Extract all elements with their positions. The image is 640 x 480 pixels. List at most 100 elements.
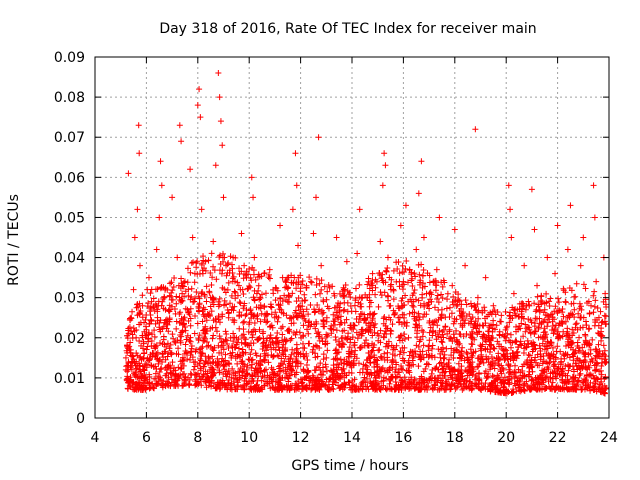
data-point [194,258,201,265]
data-point [136,338,143,345]
data-point [525,298,532,305]
data-point [225,367,232,374]
data-point [289,382,296,389]
data-point [496,355,503,362]
data-point [179,297,186,304]
data-point [135,122,142,129]
data-point [377,353,384,360]
data-point [587,387,594,394]
data-point [248,174,255,181]
data-point [196,301,203,308]
data-point [202,323,209,330]
data-point [322,363,329,370]
data-point [549,386,556,393]
data-point [142,316,149,323]
data-point [289,346,296,353]
data-point [450,331,457,338]
data-point [600,342,607,349]
data-point [554,343,561,350]
data-point [507,331,514,338]
data-point [216,367,223,374]
data-point [365,386,372,393]
data-point [409,302,416,309]
y-tick-label: 0.03 [54,291,85,307]
data-point [283,312,290,319]
data-point [395,314,402,321]
data-point [174,254,181,261]
data-point [426,342,433,349]
data-point [435,333,442,340]
data-point [143,311,150,318]
data-point [458,305,465,312]
data-point [272,284,279,291]
data-point [528,357,535,364]
data-point [396,337,403,344]
data-point [131,386,138,393]
data-point [576,372,583,379]
data-point [408,277,415,284]
data-point [583,322,590,329]
data-point [167,362,174,369]
data-point [246,342,253,349]
data-point [129,358,136,365]
data-point [591,362,598,369]
data-point [469,335,476,342]
data-point [377,289,384,296]
data-point [371,324,378,331]
data-point [555,295,562,302]
data-point [303,284,310,291]
data-point [334,312,341,319]
data-point [277,362,284,369]
data-point [598,337,605,344]
data-point [227,253,234,260]
data-point [498,312,505,319]
data-point [450,293,457,300]
data-point [223,331,230,338]
data-point [276,306,283,313]
data-point [346,379,353,386]
data-point [193,264,200,271]
data-point [367,360,374,367]
data-point [226,267,233,274]
data-point [254,369,261,376]
data-point [445,376,452,383]
data-point [541,306,548,313]
data-point [577,262,584,269]
data-point [377,327,384,334]
data-point [409,309,416,316]
data-point [424,379,431,386]
data-point [244,362,251,369]
data-point [386,366,393,373]
data-point [491,345,498,352]
data-point [446,335,453,342]
data-point [559,319,566,326]
data-point [363,337,370,344]
data-point [542,374,549,381]
data-point [534,386,541,393]
data-point [188,293,195,300]
data-point [171,306,178,313]
data-point [299,379,306,386]
data-point [351,342,358,349]
data-point [206,288,213,295]
data-point [521,387,528,394]
data-point [413,246,420,253]
data-point [304,357,311,364]
data-point [579,364,586,371]
data-point [583,341,590,348]
data-point [132,380,139,387]
data-point [133,334,140,341]
data-point [406,369,413,376]
data-point [241,385,248,392]
data-point [165,307,172,314]
data-point [292,307,299,314]
data-point [441,372,448,379]
data-point [196,86,203,93]
data-point [261,382,268,389]
data-point [385,343,392,350]
data-point [298,386,305,393]
data-point [136,150,143,157]
data-point [242,336,249,343]
data-point [186,376,193,383]
data-point [309,372,316,379]
